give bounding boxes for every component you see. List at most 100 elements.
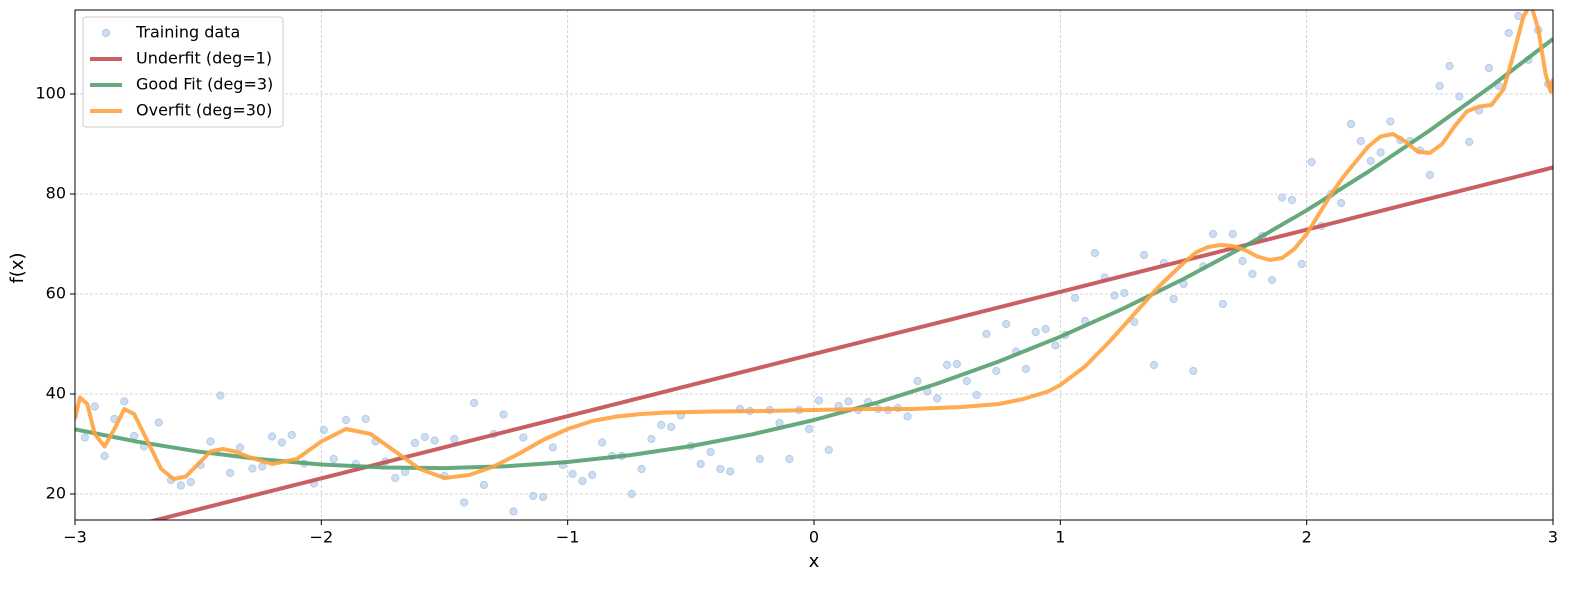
data-point (1445, 61, 1454, 71)
data-point (647, 434, 656, 444)
data-point (785, 454, 794, 464)
data-point (1238, 256, 1247, 266)
data-point (1435, 81, 1444, 91)
data-point (1484, 63, 1494, 73)
data-point (529, 491, 538, 501)
data-point (519, 433, 528, 442)
data-point (1139, 250, 1149, 260)
axes: −3 −2 −1 0 1 2 3 20 40 60 80 100 (35, 84, 1558, 547)
data-point (627, 489, 636, 499)
data-point (176, 481, 186, 490)
data-point (391, 473, 400, 483)
y-tick-label: 100 (35, 84, 66, 103)
data-point (1287, 195, 1296, 205)
data-point (361, 414, 370, 424)
data-point (1071, 293, 1080, 303)
data-point (1346, 119, 1356, 129)
data-point (824, 445, 833, 455)
data-point (100, 451, 109, 461)
legend-marker (101, 28, 111, 38)
data-point (1425, 170, 1434, 180)
data-point (499, 410, 508, 419)
data-point (420, 432, 429, 442)
x-tick-label: 2 (1302, 528, 1312, 547)
data-point (1120, 288, 1129, 298)
data-point (538, 492, 548, 502)
data-point (992, 366, 1001, 376)
data-point (696, 459, 705, 469)
data-point (942, 360, 952, 370)
data-point (248, 464, 257, 473)
data-point (80, 433, 89, 442)
data-point (952, 359, 961, 369)
data-point (1149, 360, 1159, 370)
data-point (509, 507, 518, 516)
data-point (972, 390, 981, 400)
plot-area (75, 10, 1553, 520)
data-point (1366, 156, 1375, 166)
data-point (329, 454, 338, 464)
data-point (1031, 327, 1040, 337)
data-point (341, 415, 351, 425)
data-point (1130, 317, 1139, 327)
legend: Training data Underfit (deg=1) Good Fit (d… (82, 16, 284, 128)
data-point (706, 447, 715, 457)
y-tick-label: 40 (46, 384, 66, 403)
data-point (258, 462, 267, 471)
data-point (235, 443, 245, 452)
data-point (1228, 229, 1237, 239)
x-tick-label: −3 (63, 528, 87, 547)
y-tick-label: 80 (46, 184, 66, 203)
data-point (755, 454, 764, 464)
data-point (186, 477, 195, 487)
data-point (216, 391, 225, 400)
data-point (130, 431, 139, 441)
line-series (148, 165, 1553, 520)
data-point (1090, 248, 1099, 258)
data-point (1110, 291, 1119, 300)
data-point (1356, 136, 1365, 146)
data-point (226, 468, 235, 478)
data-point (1307, 157, 1316, 167)
data-point (319, 425, 328, 435)
data-point (548, 443, 557, 452)
x-tick-label: 3 (1548, 528, 1558, 547)
data-point (277, 438, 287, 447)
line-series (75, 10, 1553, 481)
data-point (1189, 366, 1198, 376)
legend-label: Good Fit (deg=3) (136, 75, 273, 94)
data-point (667, 422, 676, 432)
x-tick-label: 0 (809, 528, 819, 547)
data-point (804, 424, 814, 434)
data-point (1386, 117, 1395, 126)
data-point (460, 498, 469, 507)
legend-label: Overfit (deg=30) (136, 101, 272, 120)
y-tick-label: 60 (46, 284, 66, 303)
data-point (90, 402, 99, 411)
legend-box (82, 16, 284, 128)
y-axis-label: f(x) (7, 252, 28, 283)
data-point (962, 376, 971, 386)
data-point (982, 329, 991, 339)
line-series (75, 37, 1553, 471)
data-point (716, 464, 725, 474)
data-point (206, 437, 215, 446)
data-point (1208, 229, 1218, 239)
data-point (1376, 148, 1385, 157)
data-point (450, 434, 459, 444)
data-point (120, 397, 129, 406)
data-point (267, 432, 277, 441)
x-tick-label: 1 (1055, 528, 1065, 547)
legend-label: Underfit (deg=1) (136, 49, 272, 68)
data-point (726, 467, 735, 476)
data-point (1504, 28, 1513, 38)
data-point (1455, 92, 1464, 101)
data-point (1465, 137, 1474, 147)
data-point (814, 396, 824, 405)
data-point (568, 469, 577, 479)
data-point (637, 464, 646, 474)
y-tick-label: 20 (46, 484, 66, 503)
data-point (598, 438, 607, 447)
